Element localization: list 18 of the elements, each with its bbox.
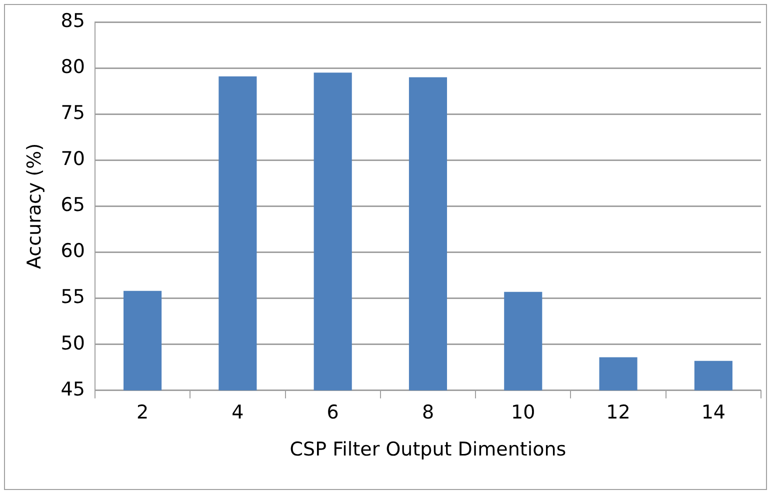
x-tick-label: 14 [701, 402, 726, 424]
y-tick-label: 50 [60, 332, 85, 354]
x-axis-title: CSP Filter Output Dimentions [290, 438, 566, 461]
y-tick-label: 75 [60, 102, 85, 124]
x-tick-label: 6 [326, 402, 339, 424]
y-tick-label: 55 [60, 286, 85, 308]
x-tick-label: 8 [422, 402, 434, 424]
x-tick-label: 4 [232, 402, 244, 424]
x-tick-label: 2 [136, 402, 149, 424]
x-tick-label: 12 [606, 402, 630, 424]
y-tick-label: 45 [60, 378, 85, 400]
y-tick-label: 65 [60, 194, 85, 216]
y-tick-label: 70 [60, 148, 85, 170]
y-tick-label: 80 [60, 56, 85, 78]
x-tick-label: 10 [511, 402, 536, 424]
y-tick-label: 60 [60, 240, 85, 262]
y-axis-title: Accuracy (%) [23, 143, 46, 270]
y-tick-label: 85 [60, 10, 85, 32]
